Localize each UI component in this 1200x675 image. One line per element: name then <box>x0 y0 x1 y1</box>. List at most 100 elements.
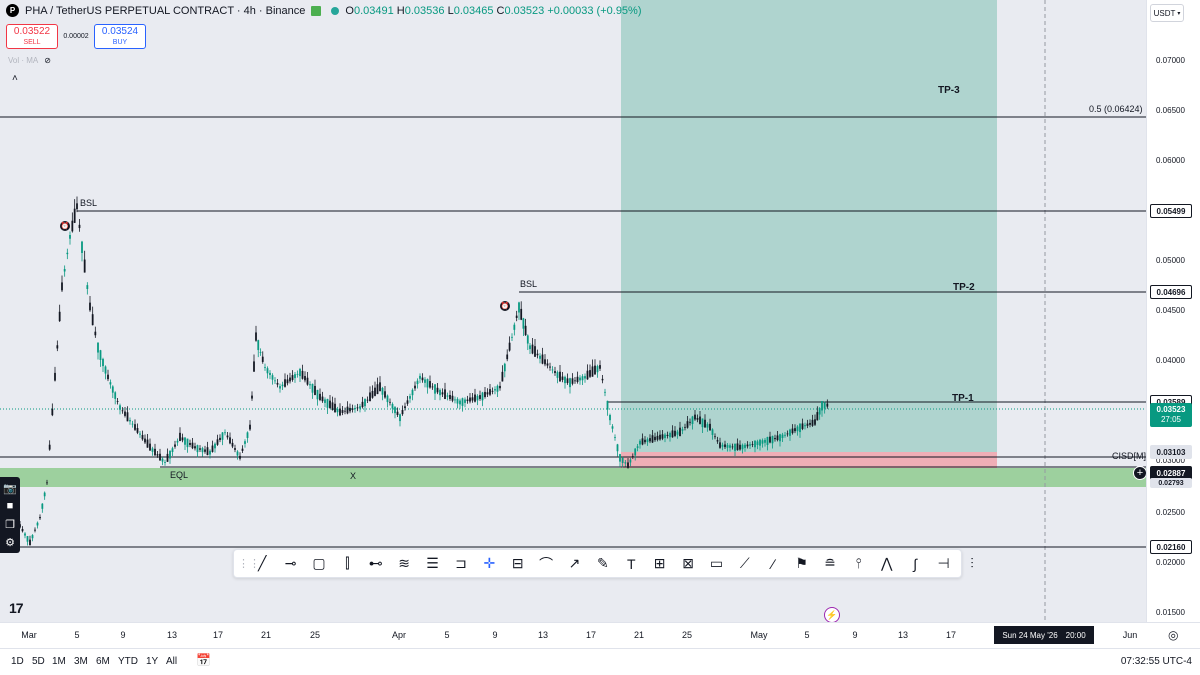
range-button-ytd[interactable]: YTD <box>118 656 138 667</box>
candle-body <box>231 442 234 447</box>
market-open-icon <box>331 6 340 15</box>
symbol-title[interactable]: PHA / TetherUS PERPETUAL CONTRACT · 4h ·… <box>25 4 306 17</box>
range-button-6m[interactable]: 6M <box>96 656 110 667</box>
price-label-zone-low: 0.02793 <box>1150 478 1192 488</box>
pencil-tool-icon[interactable]: ∕ <box>772 555 775 572</box>
arrow-tool-icon[interactable]: ↗ <box>568 555 581 571</box>
range-button-3m[interactable]: 3M <box>74 656 88 667</box>
candle-body <box>341 410 344 413</box>
fib-extension-tool-icon[interactable]: ☰ <box>426 555 439 571</box>
range-button-5d[interactable]: 5D <box>32 656 45 667</box>
candle-body <box>549 366 551 368</box>
candle-body <box>654 436 656 441</box>
candle-body <box>761 440 764 444</box>
flag-tool-icon[interactable]: ⚑ <box>795 555 808 571</box>
bolt-icon[interactable]: ⚡ <box>824 607 840 622</box>
candle-body <box>329 400 331 409</box>
vertical-line-tool-icon[interactable]: ⫶ <box>970 555 974 571</box>
clock-timezone[interactable]: 07:32:55 UTC-4 <box>1120 656 1192 667</box>
range-button-all[interactable]: All <box>166 656 178 667</box>
candle-body <box>556 372 559 378</box>
candle-body <box>676 431 679 435</box>
candle-body <box>554 371 556 374</box>
drag-handle-icon[interactable]: ⋮⋮ <box>238 558 260 570</box>
range-button-1m[interactable]: 1M <box>52 656 66 667</box>
curve-tool-icon[interactable]: ∫ <box>913 555 918 572</box>
candle-body <box>139 433 141 435</box>
candle-body <box>621 457 624 463</box>
time-tick: 17 <box>585 630 597 640</box>
flag-icon[interactable] <box>311 5 322 16</box>
polyline-tool-icon[interactable]: ⋀ <box>881 555 893 571</box>
tradingview-logo[interactable]: 17 <box>9 600 24 616</box>
price-tick: 0.04000 <box>1156 356 1185 365</box>
candle-body <box>529 345 531 350</box>
candle-body <box>596 366 599 373</box>
parallel-channel-tool-icon[interactable]: ⊟ <box>511 555 524 571</box>
rectangle-tool-icon[interactable]: ▢ <box>312 555 326 571</box>
candle-body <box>656 435 659 440</box>
candle-body <box>246 432 249 438</box>
candle-body <box>104 366 107 374</box>
candle-body <box>796 426 799 432</box>
brush-tool-icon[interactable]: ✎ <box>597 555 609 571</box>
plus-icon[interactable]: + <box>1133 466 1146 480</box>
cross-tool-icon[interactable]: ✛ <box>483 555 496 571</box>
candle-body <box>721 444 724 447</box>
settings-icon[interactable]: ◎ <box>1168 628 1179 642</box>
path-tool-icon[interactable]: ⟋ <box>739 555 750 571</box>
volume-indicator[interactable]: Vol · MA ⊘ <box>8 56 51 65</box>
alarm-icon[interactable]: ⏰ <box>60 221 70 231</box>
eye-hidden-icon[interactable]: ⊘ <box>44 56 51 65</box>
currency-select[interactable]: USDT <box>1150 4 1184 22</box>
candle-body <box>526 335 529 344</box>
cisd-label: CISD[M] <box>1112 451 1146 461</box>
date-range-tool-icon[interactable]: ⊠ <box>682 555 694 571</box>
fib-retracement-tool-icon[interactable]: ≋ <box>398 555 411 571</box>
buy-button[interactable]: 0.03524 BUY <box>94 24 146 49</box>
candle-body <box>424 379 426 383</box>
measure-tool-icon[interactable]: ⊣ <box>937 555 950 571</box>
candle-body <box>751 444 754 445</box>
horizontal-ray-tool-icon[interactable]: ⊸ <box>284 555 297 571</box>
settings-icon[interactable]: ⚙ <box>5 536 15 549</box>
candle-body <box>426 379 429 388</box>
range-button-1d[interactable]: 1D <box>11 656 24 667</box>
symbol-header[interactable]: P PHA / TetherUS PERPETUAL CONTRACT · 4h… <box>6 4 642 17</box>
candle-body <box>539 355 541 359</box>
comment-tool-icon[interactable]: ▭ <box>709 555 724 571</box>
video-icon[interactable]: ■ <box>6 500 14 512</box>
time-tick: May <box>750 630 768 640</box>
calendar-icon[interactable]: 📅 <box>196 653 211 667</box>
candle-body <box>421 377 424 381</box>
candle-body <box>196 445 199 453</box>
price-axis[interactable] <box>1146 0 1200 622</box>
camera-icon[interactable]: 📷 <box>3 482 17 495</box>
arc-tool-icon[interactable]: ⌒ <box>539 555 554 572</box>
regression-tool-icon[interactable]: ≘ <box>824 555 836 571</box>
candle-body <box>684 426 686 428</box>
chart-area[interactable]: P PHA / TetherUS PERPETUAL CONTRACT · 4h… <box>0 0 1146 622</box>
candle-body <box>522 318 525 329</box>
candle-body <box>309 384 311 386</box>
price-label-tool-icon[interactable]: ⊞ <box>653 555 666 571</box>
text-tool-icon[interactable]: T <box>626 555 636 572</box>
price-chart[interactable] <box>0 0 1146 622</box>
candle-body <box>449 395 451 400</box>
sell-button[interactable]: 0.03522 SELL <box>6 24 58 49</box>
long-position-tool-icon[interactable]: ⫿ <box>345 555 350 571</box>
candle-body <box>646 439 649 443</box>
time-tick: 17 <box>212 630 224 640</box>
alarm-icon[interactable]: ⏰ <box>500 301 510 311</box>
callout-tool-icon[interactable]: ⊐ <box>455 555 467 571</box>
trend-line-tool-icon[interactable]: ╱ <box>257 555 267 571</box>
horizontal-line-tool-icon[interactable]: ⊷ <box>368 555 383 571</box>
pitchfork-tool-icon[interactable]: ⫯ <box>855 555 862 571</box>
candle-body <box>264 367 266 368</box>
time-axis[interactable]: Mar 5 9 13 17 21 25 Apr 5 9 13 17 21 25 May 5 9 13 17 Jun S… <box>0 622 1200 648</box>
range-button-1y[interactable]: 1Y <box>146 656 159 667</box>
collapse-icon[interactable]: ˄ <box>12 73 18 84</box>
candle-body <box>789 429 791 436</box>
copy-icon[interactable]: ❐ <box>5 518 15 531</box>
candle-body <box>191 442 194 449</box>
